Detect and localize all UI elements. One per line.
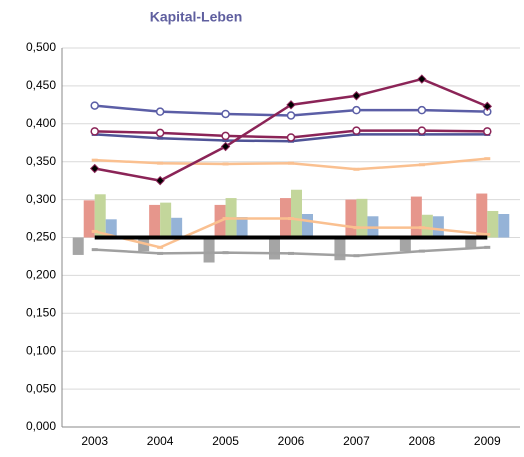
y-tick-label: 0,450 [26,78,56,92]
y-tick-label: 0,350 [26,154,56,168]
bar [334,237,346,261]
bar [105,219,117,238]
marker [90,101,99,110]
x-tick-label: 2009 [474,434,501,448]
marker [155,128,165,138]
y-tick-label: 0,000 [26,419,56,433]
marker [351,91,362,101]
bar [160,202,172,238]
bar [345,199,357,238]
marker [155,175,165,186]
y-tick-label: 0,250 [26,230,56,244]
y-tick-label: 0,500 [26,40,56,54]
marker [221,109,230,119]
marker [417,74,427,84]
x-tick-label: 2003 [81,434,108,448]
marker [220,141,231,152]
marker [286,100,296,110]
bar [498,214,510,238]
y-tick-label: 0,300 [26,192,56,206]
marker [417,105,427,115]
bar [171,217,183,238]
bar [302,214,313,238]
chart-title: Kapital-Leben [150,9,243,25]
y-tick-label: 0,050 [26,381,56,395]
bar [269,237,280,260]
bar [487,210,499,238]
bar [203,237,215,263]
marker [155,107,165,116]
y-tick-label: 0,200 [26,268,56,282]
marker [352,126,361,135]
bar [236,217,248,238]
bar [410,196,422,238]
y-tick-label: 0,400 [26,116,56,130]
bar [72,237,84,255]
x-tick-label: 2005 [212,434,239,448]
y-tick-label: 0,150 [26,305,56,319]
bar [83,200,95,238]
marker [90,163,100,174]
marker [90,127,99,136]
bar [465,237,477,249]
bar [399,237,411,252]
x-tick-label: 2007 [343,434,370,448]
y-tick-label: 0,100 [26,343,56,357]
marker [482,101,492,112]
marker [286,133,296,142]
x-tick-label: 2004 [147,434,174,448]
bar [432,216,444,238]
bar [94,194,106,238]
marker [483,127,492,136]
bar [356,198,368,238]
x-tick-label: 2006 [278,434,305,448]
x-tick-label: 2008 [409,434,436,448]
bar [476,193,488,238]
bar [421,214,433,238]
marker [417,126,427,135]
marker [286,111,296,120]
marker [221,131,230,141]
bar [149,204,161,238]
marker [352,105,361,115]
bar [291,189,302,238]
